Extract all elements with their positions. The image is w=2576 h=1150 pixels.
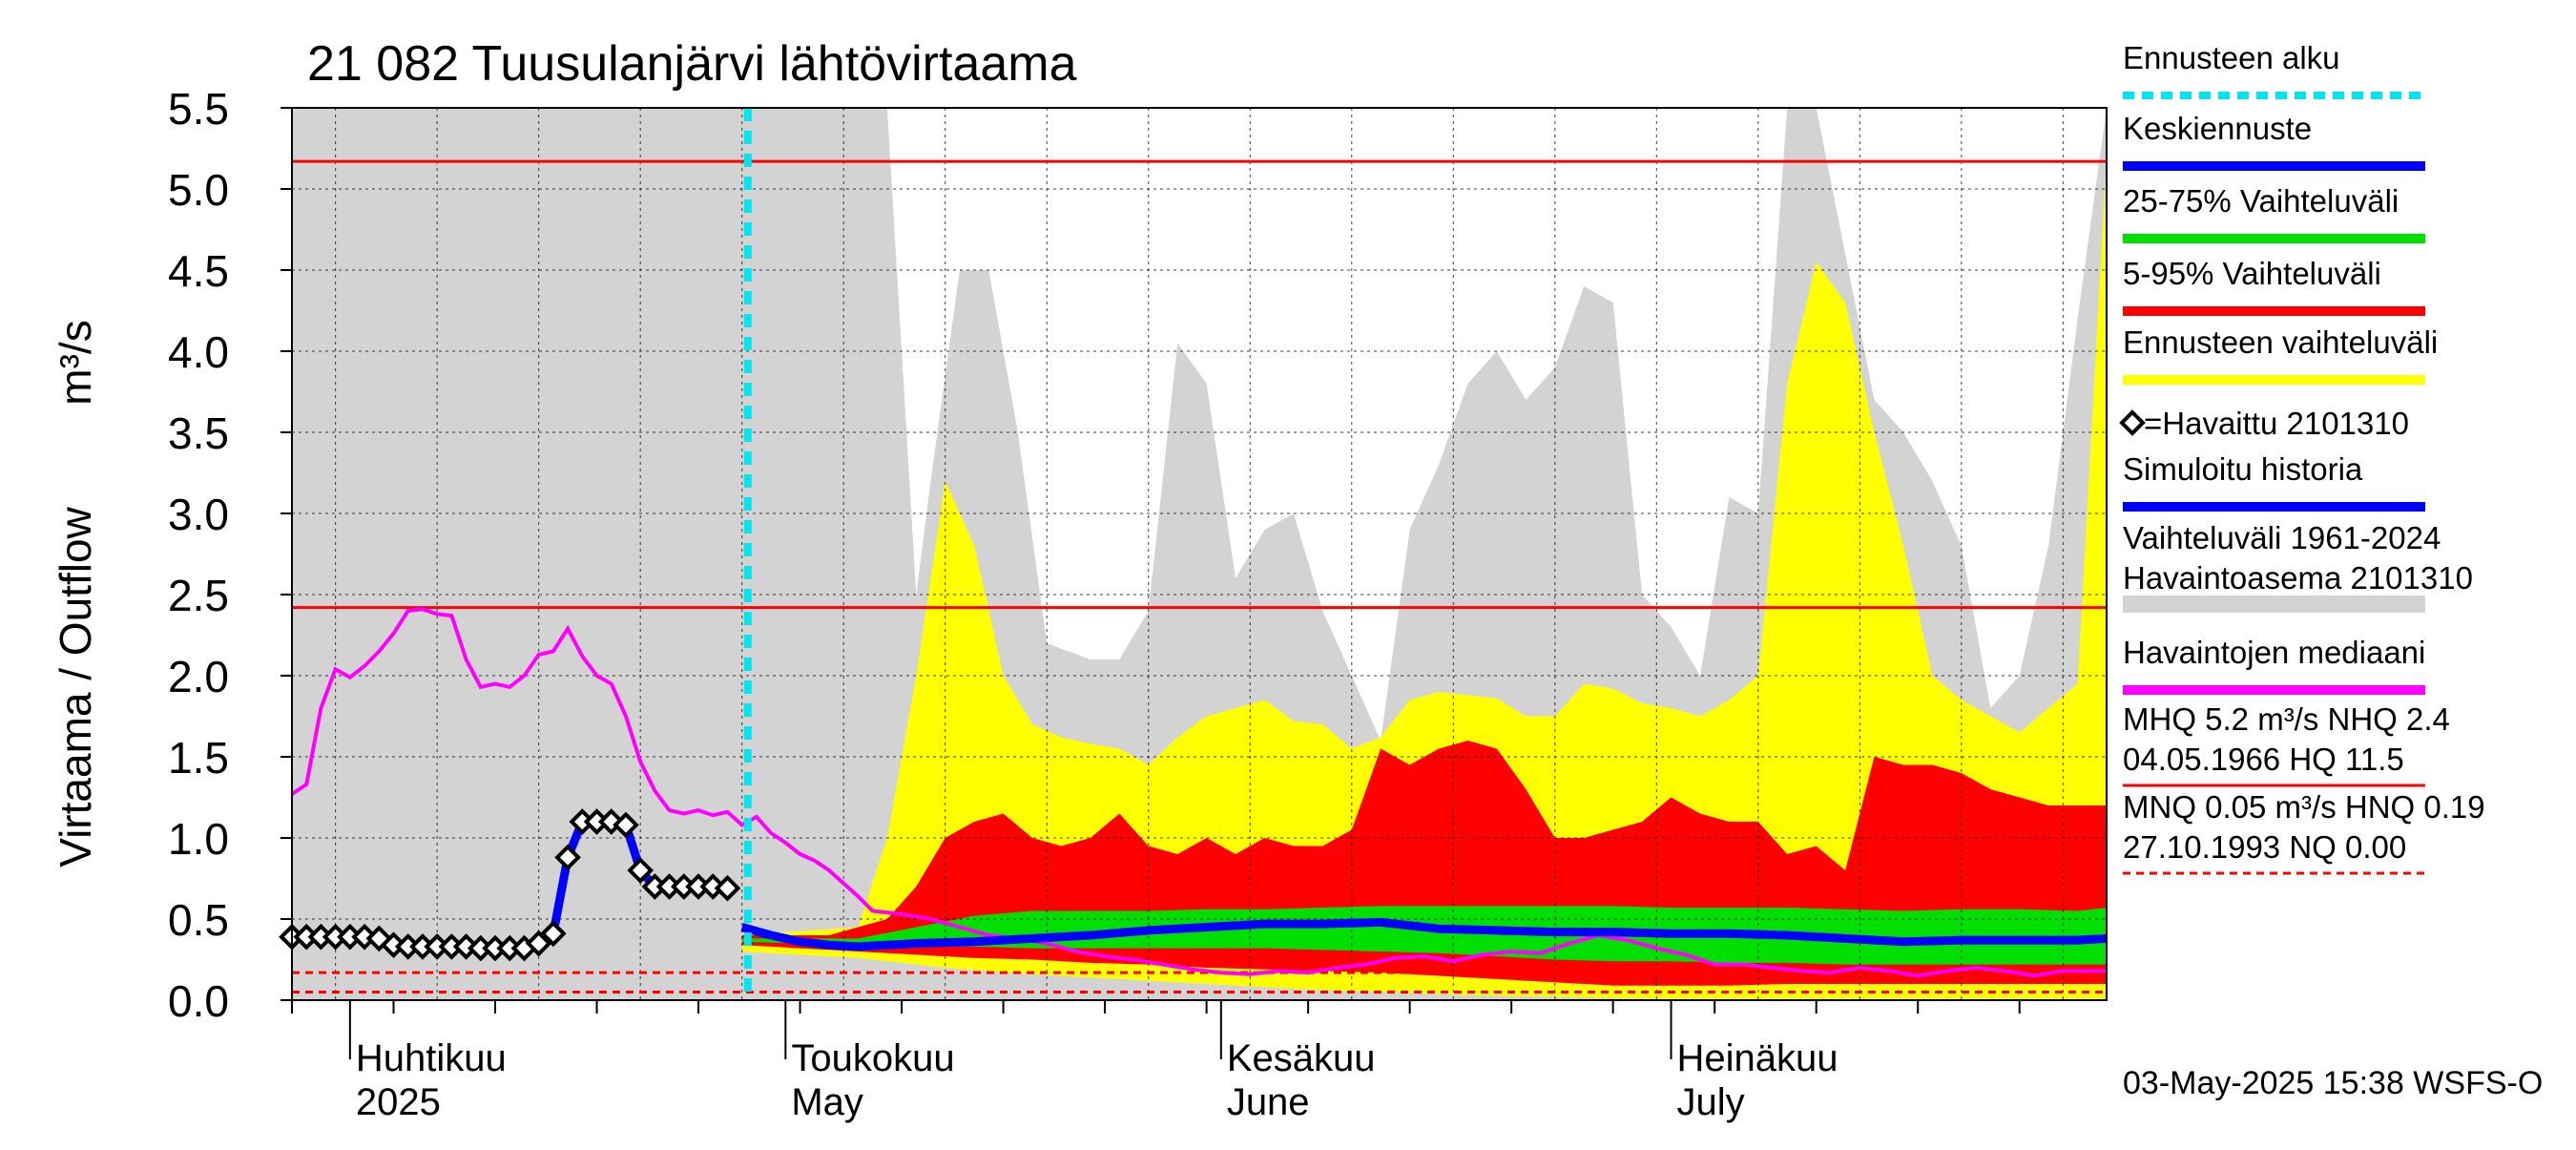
legend-item: Ennusteen vaihteluväli — [2123, 324, 2438, 385]
forecast-range-band — [741, 157, 2108, 1000]
legend-label: 27.10.1993 NQ 0.00 — [2123, 829, 2406, 865]
observed-point — [525, 930, 552, 957]
month-label-en: May — [791, 1081, 863, 1123]
chart-title: 21 082 Tuusulanjärvi lähtövirtaama — [307, 36, 1077, 92]
y-tick-label: 5.0 — [168, 165, 229, 215]
legend-label: Havaintojen mediaani — [2123, 635, 2425, 670]
legend-item: =Havaittu 2101310 — [2119, 406, 2409, 441]
month-label-en: June — [1227, 1081, 1310, 1123]
month-label: Kesäkuu — [1227, 1037, 1376, 1079]
observed-point — [627, 857, 654, 884]
legend-item: Keskiennuste — [2123, 111, 2425, 171]
month-label: Huhtikuu — [356, 1037, 507, 1079]
month-label-en: 2025 — [356, 1081, 441, 1123]
legend-item: MNQ 0.05 m³/s HNQ 0.19 27.10.1993 NQ 0.00 — [2123, 789, 2485, 875]
month-label: Heinäkuu — [1677, 1037, 1839, 1079]
y-tick-label: 0.5 — [168, 895, 229, 945]
axes-layer: 0.0 0.5 1.0 1.5 2.0 2.5 3.0 3.5 4.0 4.5 5.0 5.5 Huht… — [168, 84, 2108, 1123]
y-tick-label: 5.5 — [168, 84, 229, 134]
legend-label: Keskiennuste — [2123, 111, 2312, 146]
legend-label: 5-95% Vaihteluväli — [2123, 256, 2381, 291]
observed-median-line — [290, 607, 2107, 978]
legend-item: MHQ 5.2 m³/s NHQ 2.4 04.05.1966 HQ 11.5 — [2123, 701, 2450, 787]
plot-frame — [291, 107, 2108, 1001]
legend-item: Simuloitu historia — [2123, 451, 2425, 512]
y-axis-label: Virtaama / Outflow — [51, 506, 100, 867]
legend-layer: Ennusteen alku Keskiennuste 25-75% Vaihtel… — [2119, 40, 2485, 875]
legend-item: 25-75% Vaihteluväli — [2123, 183, 2425, 243]
legend-marker — [2119, 409, 2146, 436]
footer-timestamp: 03-May-2025 15:38 WSFS-O — [2123, 1065, 2543, 1101]
legend-label: MHQ 5.2 m³/s NHQ 2.4 — [2123, 701, 2450, 737]
legend-item: 5-95% Vaihteluväli — [2123, 256, 2425, 316]
month-label: Toukokuu — [791, 1037, 954, 1079]
legend-label: Vaihteluväli 1961-2024 — [2123, 520, 2441, 555]
y-tick-label: 2.0 — [168, 652, 229, 701]
y-axis-unit: m³/s — [51, 320, 100, 405]
legend-item: Vaihteluväli 1961-2024 Havaintoasema 210… — [2123, 520, 2473, 613]
observed-markers — [279, 808, 741, 962]
observed-point — [554, 844, 581, 871]
band-25-75 — [741, 906, 2108, 965]
legend-label: Ennusteen alku — [2123, 40, 2340, 75]
legend-label: MNQ 0.05 m³/s HNQ 0.19 — [2123, 789, 2485, 825]
legend-label: 04.05.1966 HQ 11.5 — [2123, 742, 2404, 777]
legend-label: =Havaittu 2101310 — [2144, 406, 2409, 441]
y-tick-label: 0.0 — [168, 976, 229, 1026]
legend-item: Ennusteen alku — [2123, 40, 2425, 99]
observed-point — [613, 811, 639, 839]
month-label-en: July — [1677, 1081, 1745, 1123]
y-tick-label: 4.5 — [168, 246, 229, 296]
legend-item: Havaintojen mediaani — [2123, 635, 2425, 695]
y-tick-label: 1.0 — [168, 814, 229, 864]
grid — [292, 107, 2107, 1000]
y-tick-label: 2.5 — [168, 571, 229, 620]
legend-label: Havaintoasema 2101310 — [2123, 560, 2473, 596]
legend-label: Simuloitu historia — [2123, 451, 2363, 487]
median-forecast-line — [740, 917, 2108, 951]
y-tick-label: 4.0 — [168, 327, 229, 377]
y-tick-label: 3.5 — [168, 408, 229, 458]
observed-point — [540, 920, 567, 948]
legend-label: Ennusteen vaihteluväli — [2123, 324, 2438, 360]
plot-layer — [279, 107, 2108, 1000]
observed-point — [714, 874, 741, 902]
y-tick-label: 3.0 — [168, 490, 229, 539]
y-tick-label: 1.5 — [168, 733, 229, 783]
legend-label: 25-75% Vaihteluväli — [2123, 183, 2399, 219]
